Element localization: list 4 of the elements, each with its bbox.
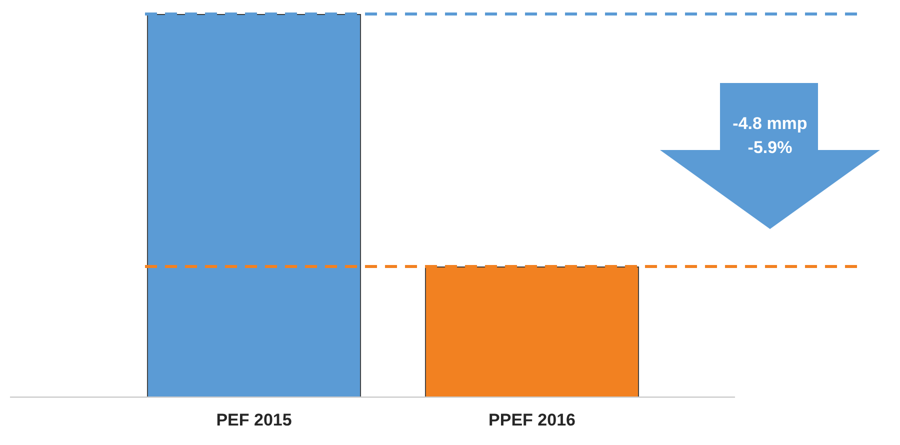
x-tick-label: PPEF 2016 [488, 410, 576, 430]
x-tick-label: PEF 2015 [216, 410, 292, 430]
annotation: -5.9% [746, 137, 794, 159]
annotation: -4.8 mmp [732, 113, 808, 135]
